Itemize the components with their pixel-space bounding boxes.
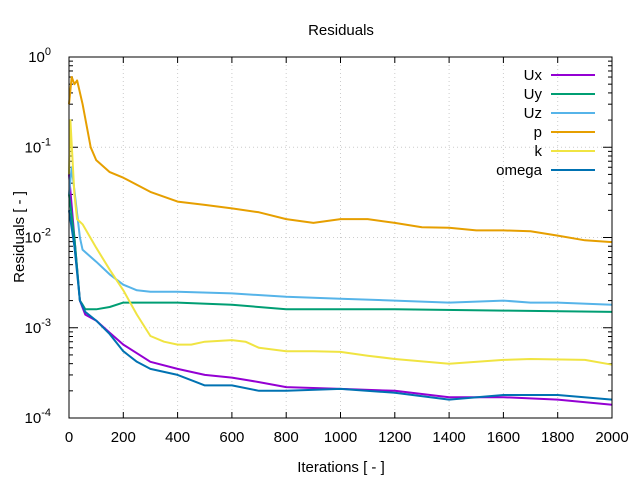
- y-axis-label: Residuals [ - ]: [11, 191, 28, 283]
- chart-title: Residuals: [308, 22, 374, 39]
- series-line-p: [68, 76, 613, 244]
- x-tick-label: 800: [274, 429, 299, 446]
- legend-label-k: k: [535, 143, 543, 160]
- series-line-omega: [68, 210, 613, 401]
- legend-label-p: p: [534, 124, 542, 141]
- y-tick-label: 10-1: [25, 136, 51, 156]
- y-tick-label: 10-2: [25, 227, 51, 247]
- x-tick-label: 1200: [378, 429, 411, 446]
- x-tick-label: 1400: [432, 429, 465, 446]
- legend: Ux Uy Uz pk omega: [496, 67, 595, 179]
- series-lines: [68, 76, 613, 406]
- x-tick-label: 200: [111, 429, 136, 446]
- x-tick-label: 1800: [541, 429, 574, 446]
- x-tick-label: 400: [165, 429, 190, 446]
- x-tick-label: 1600: [487, 429, 520, 446]
- legend-label-omega: omega: [496, 162, 543, 179]
- y-tick-label: 10-3: [25, 317, 51, 337]
- series-line-Ux: [68, 174, 613, 406]
- series-line-Uz: [68, 166, 613, 306]
- x-tick-label: 2000: [595, 429, 628, 446]
- legend-label-Uz: Uz: [524, 105, 542, 122]
- x-tick-label: 0: [65, 429, 73, 446]
- x-axis-label: Iterations [ - ]: [297, 459, 385, 476]
- ticks: 0 200 400 600 800 1000 1200 1400 1600 1800 2000 10-…: [25, 46, 629, 446]
- legend-label-Uy: Uy: [524, 86, 543, 103]
- x-tick-label: 1000: [324, 429, 357, 446]
- x-tick-label: 600: [219, 429, 244, 446]
- legend-label-Ux: Ux: [524, 67, 543, 84]
- plot-frame: [68, 56, 613, 419]
- y-tick-label: 100: [28, 46, 51, 66]
- grid: [69, 57, 612, 418]
- series-line-k: [68, 119, 613, 366]
- y-tick-label: 10-4: [25, 407, 51, 427]
